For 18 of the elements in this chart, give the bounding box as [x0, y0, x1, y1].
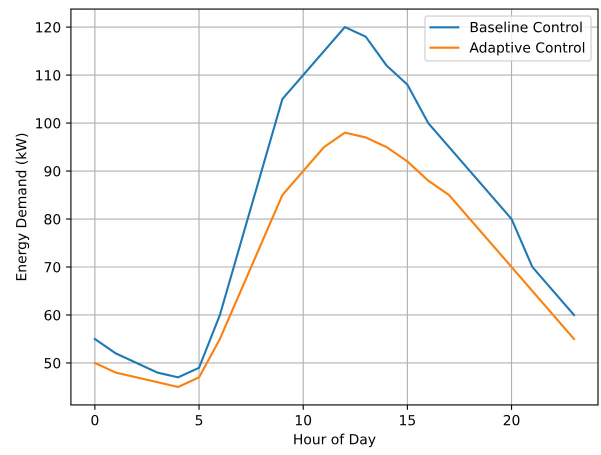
x-tick-label: 20 [504, 414, 520, 426]
y-tick-label: 90 [44, 166, 60, 177]
x-tick-label: 5 [196, 415, 202, 426]
y-axis-title: Energy Demand (kW) [16, 134, 30, 280]
x-tick-label: 15 [400, 415, 415, 426]
x-tick-label: 0 [91, 414, 98, 426]
y-tick-label: 50 [44, 358, 60, 368]
legend-label: Baseline Control [470, 22, 582, 32]
y-tick-label: 70 [44, 262, 60, 272]
x-tick-label: 10 [296, 414, 312, 426]
y-tick-label: 120 [36, 22, 60, 33]
line-series [94, 132, 576, 388]
y-tick-label: 60 [44, 310, 60, 320]
y-tick-label: 110 [36, 70, 60, 81]
x-axis-title: Hour of Day [294, 434, 376, 448]
y-tick-label: 80 [44, 214, 60, 224]
y-tick-label: 100 [36, 118, 60, 129]
legend-label: Adaptive Control [470, 42, 584, 56]
